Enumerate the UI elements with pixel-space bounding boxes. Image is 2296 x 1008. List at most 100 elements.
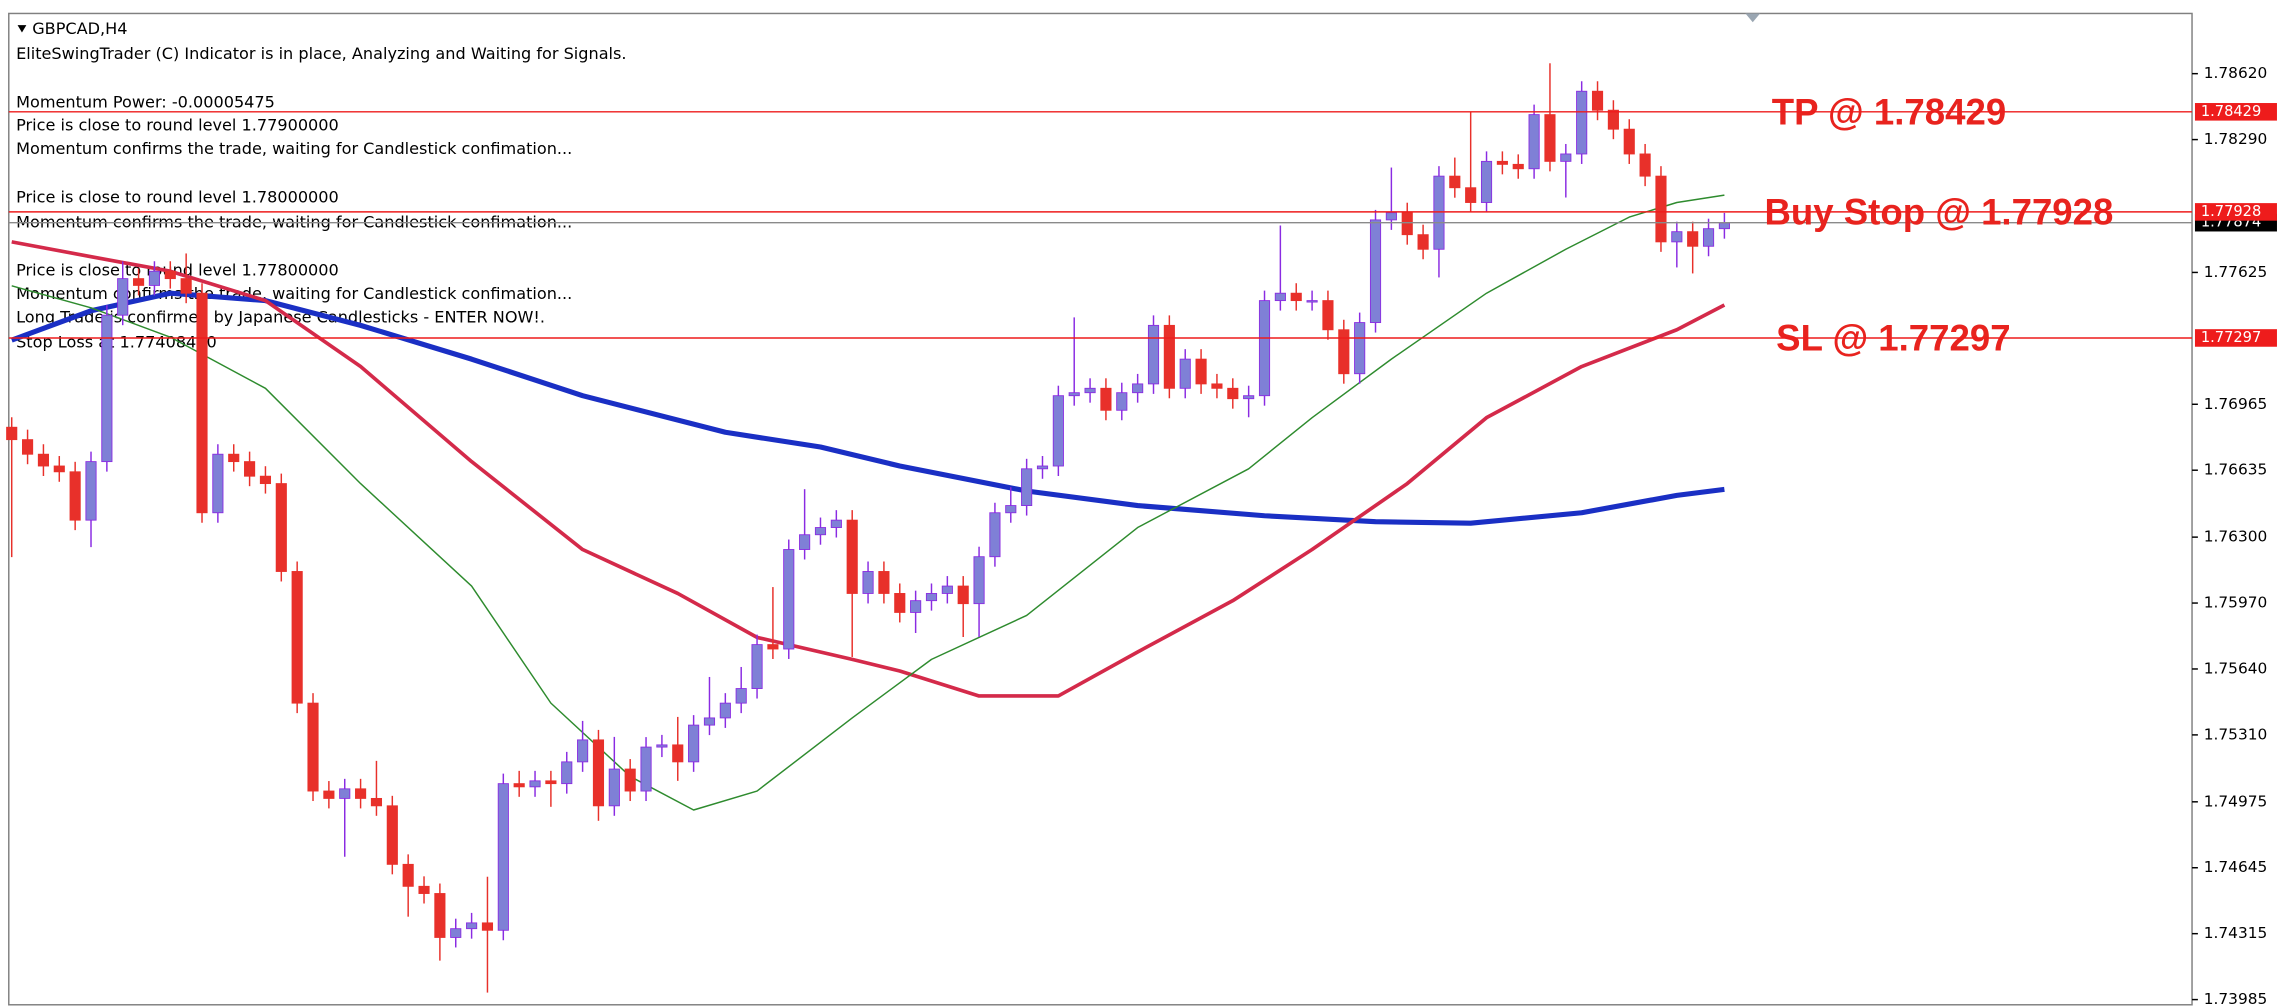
candle-body	[878, 571, 890, 594]
candle-body	[418, 885, 430, 894]
plot-frame	[8, 12, 2193, 1006]
candle-body	[1163, 324, 1175, 389]
candle-body	[1465, 187, 1477, 203]
y-tick-label: 1.78620	[2204, 64, 2268, 82]
candle-body	[323, 790, 335, 799]
candle-body	[1338, 329, 1350, 375]
candle-body	[1100, 387, 1112, 411]
candle-body	[957, 585, 969, 605]
candle-body	[703, 717, 716, 726]
candle-body	[640, 746, 652, 792]
annotation: Momentum confirms the trade, waiting for…	[16, 212, 572, 231]
candle-body	[37, 453, 49, 467]
candle-body	[529, 780, 541, 788]
candle-body	[783, 549, 795, 650]
candle-body	[117, 278, 129, 316]
candle-body	[1227, 387, 1239, 400]
candle-body	[1005, 505, 1017, 514]
moving-average	[11, 194, 1725, 811]
candle-body	[561, 761, 573, 785]
candle-body	[244, 461, 256, 477]
y-tick-label: 1.78290	[2204, 130, 2268, 148]
candle-body	[196, 292, 208, 514]
y-tick-label: 1.75640	[2204, 659, 2268, 677]
candle-body	[85, 461, 97, 521]
candle-body	[941, 585, 953, 594]
candle-body	[481, 922, 494, 931]
candle-body	[608, 768, 620, 807]
candle-body	[1623, 128, 1635, 155]
candle-body	[799, 534, 811, 550]
candle-body	[1702, 228, 1715, 247]
candle-body	[1385, 212, 1397, 221]
candle-body	[291, 571, 303, 704]
candle-body	[830, 519, 842, 528]
annotation: Stop Loss at 1.77408400	[16, 332, 217, 351]
candle-body	[386, 805, 398, 865]
candle-body	[1036, 465, 1049, 470]
y-tick-label: 1.75970	[2204, 594, 2268, 612]
collapse-arrow	[17, 25, 27, 33]
candle-body	[1560, 153, 1572, 162]
candle-body	[1401, 212, 1413, 236]
candle-body	[1607, 109, 1619, 130]
level-tag: 1.78429	[2201, 103, 2261, 120]
annotation: EliteSwingTrader (C) Indicator is in pla…	[16, 44, 626, 63]
moving-average	[11, 240, 1726, 698]
y-tick-label: 1.74975	[2204, 792, 2268, 810]
candle-body	[6, 426, 18, 441]
y-tick-label: 1.74315	[2204, 924, 2268, 942]
level-tag: 1.77928	[2201, 203, 2261, 220]
y-tick-label: 1.73985	[2204, 990, 2268, 1008]
candle-body	[910, 600, 922, 613]
candle-body	[1116, 392, 1128, 411]
level-tag-bg	[2194, 103, 2277, 121]
annotation: Long Trade is confirmed by Japanese Cand…	[16, 308, 545, 327]
y-tick-label: 1.76635	[2204, 461, 2268, 479]
annotation: Price is close to round level 1.77800000	[16, 261, 339, 280]
candle-body	[513, 783, 525, 788]
candle-body	[1179, 358, 1191, 389]
candle-body	[751, 644, 763, 689]
annotation: Price is close to round level 1.77900000	[16, 116, 339, 135]
candle-body	[307, 702, 319, 792]
candle-body	[1322, 300, 1334, 331]
candle-body	[688, 724, 700, 763]
candle-body	[1655, 175, 1667, 243]
shift-marker	[1745, 13, 1761, 23]
candle-body	[1449, 175, 1461, 189]
candle-body	[148, 270, 161, 286]
candle-body	[925, 593, 938, 602]
candle-body	[370, 797, 383, 807]
moving-average	[10, 290, 1725, 526]
candle-body	[53, 465, 65, 473]
candle-body	[1243, 395, 1255, 400]
candle-body	[1021, 468, 1033, 507]
candle-body	[1512, 163, 1524, 170]
candle-body	[1639, 153, 1651, 177]
candle-body	[1718, 222, 1730, 230]
candle-body	[1084, 387, 1096, 394]
candle-body	[624, 768, 636, 792]
candle-body	[402, 863, 414, 887]
candle-body	[1591, 90, 1604, 111]
candle-body	[894, 593, 906, 613]
candle-body	[1147, 324, 1160, 385]
candle-body	[656, 744, 668, 748]
candle-body	[1274, 292, 1286, 302]
candle-body	[164, 270, 176, 280]
candle-body	[577, 739, 589, 763]
candle-body	[466, 922, 478, 930]
level-tag-bg	[2194, 203, 2277, 221]
candle-body	[1433, 175, 1445, 250]
candle-body	[1369, 219, 1382, 324]
y-tick-label: 1.76965	[2204, 395, 2268, 413]
y-tick-label: 1.77625	[2204, 263, 2268, 281]
candle-body	[180, 278, 192, 294]
candle-body	[1290, 292, 1302, 302]
candle-body	[814, 527, 827, 536]
candle-body	[497, 783, 509, 931]
candle-body	[1132, 383, 1144, 394]
candle-body	[450, 928, 462, 938]
